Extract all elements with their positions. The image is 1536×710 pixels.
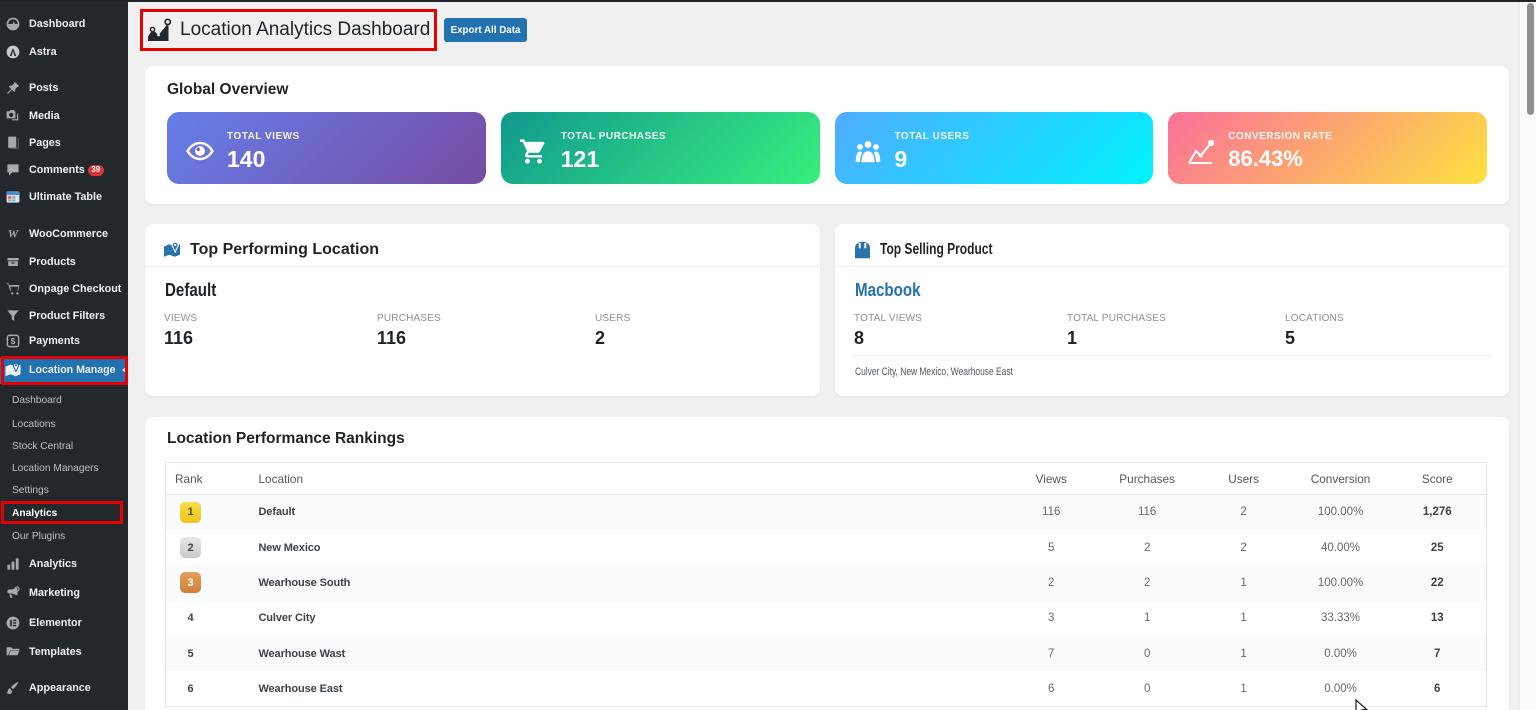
svg-text:$: $ — [11, 336, 16, 346]
svg-text:W: W — [8, 227, 20, 241]
